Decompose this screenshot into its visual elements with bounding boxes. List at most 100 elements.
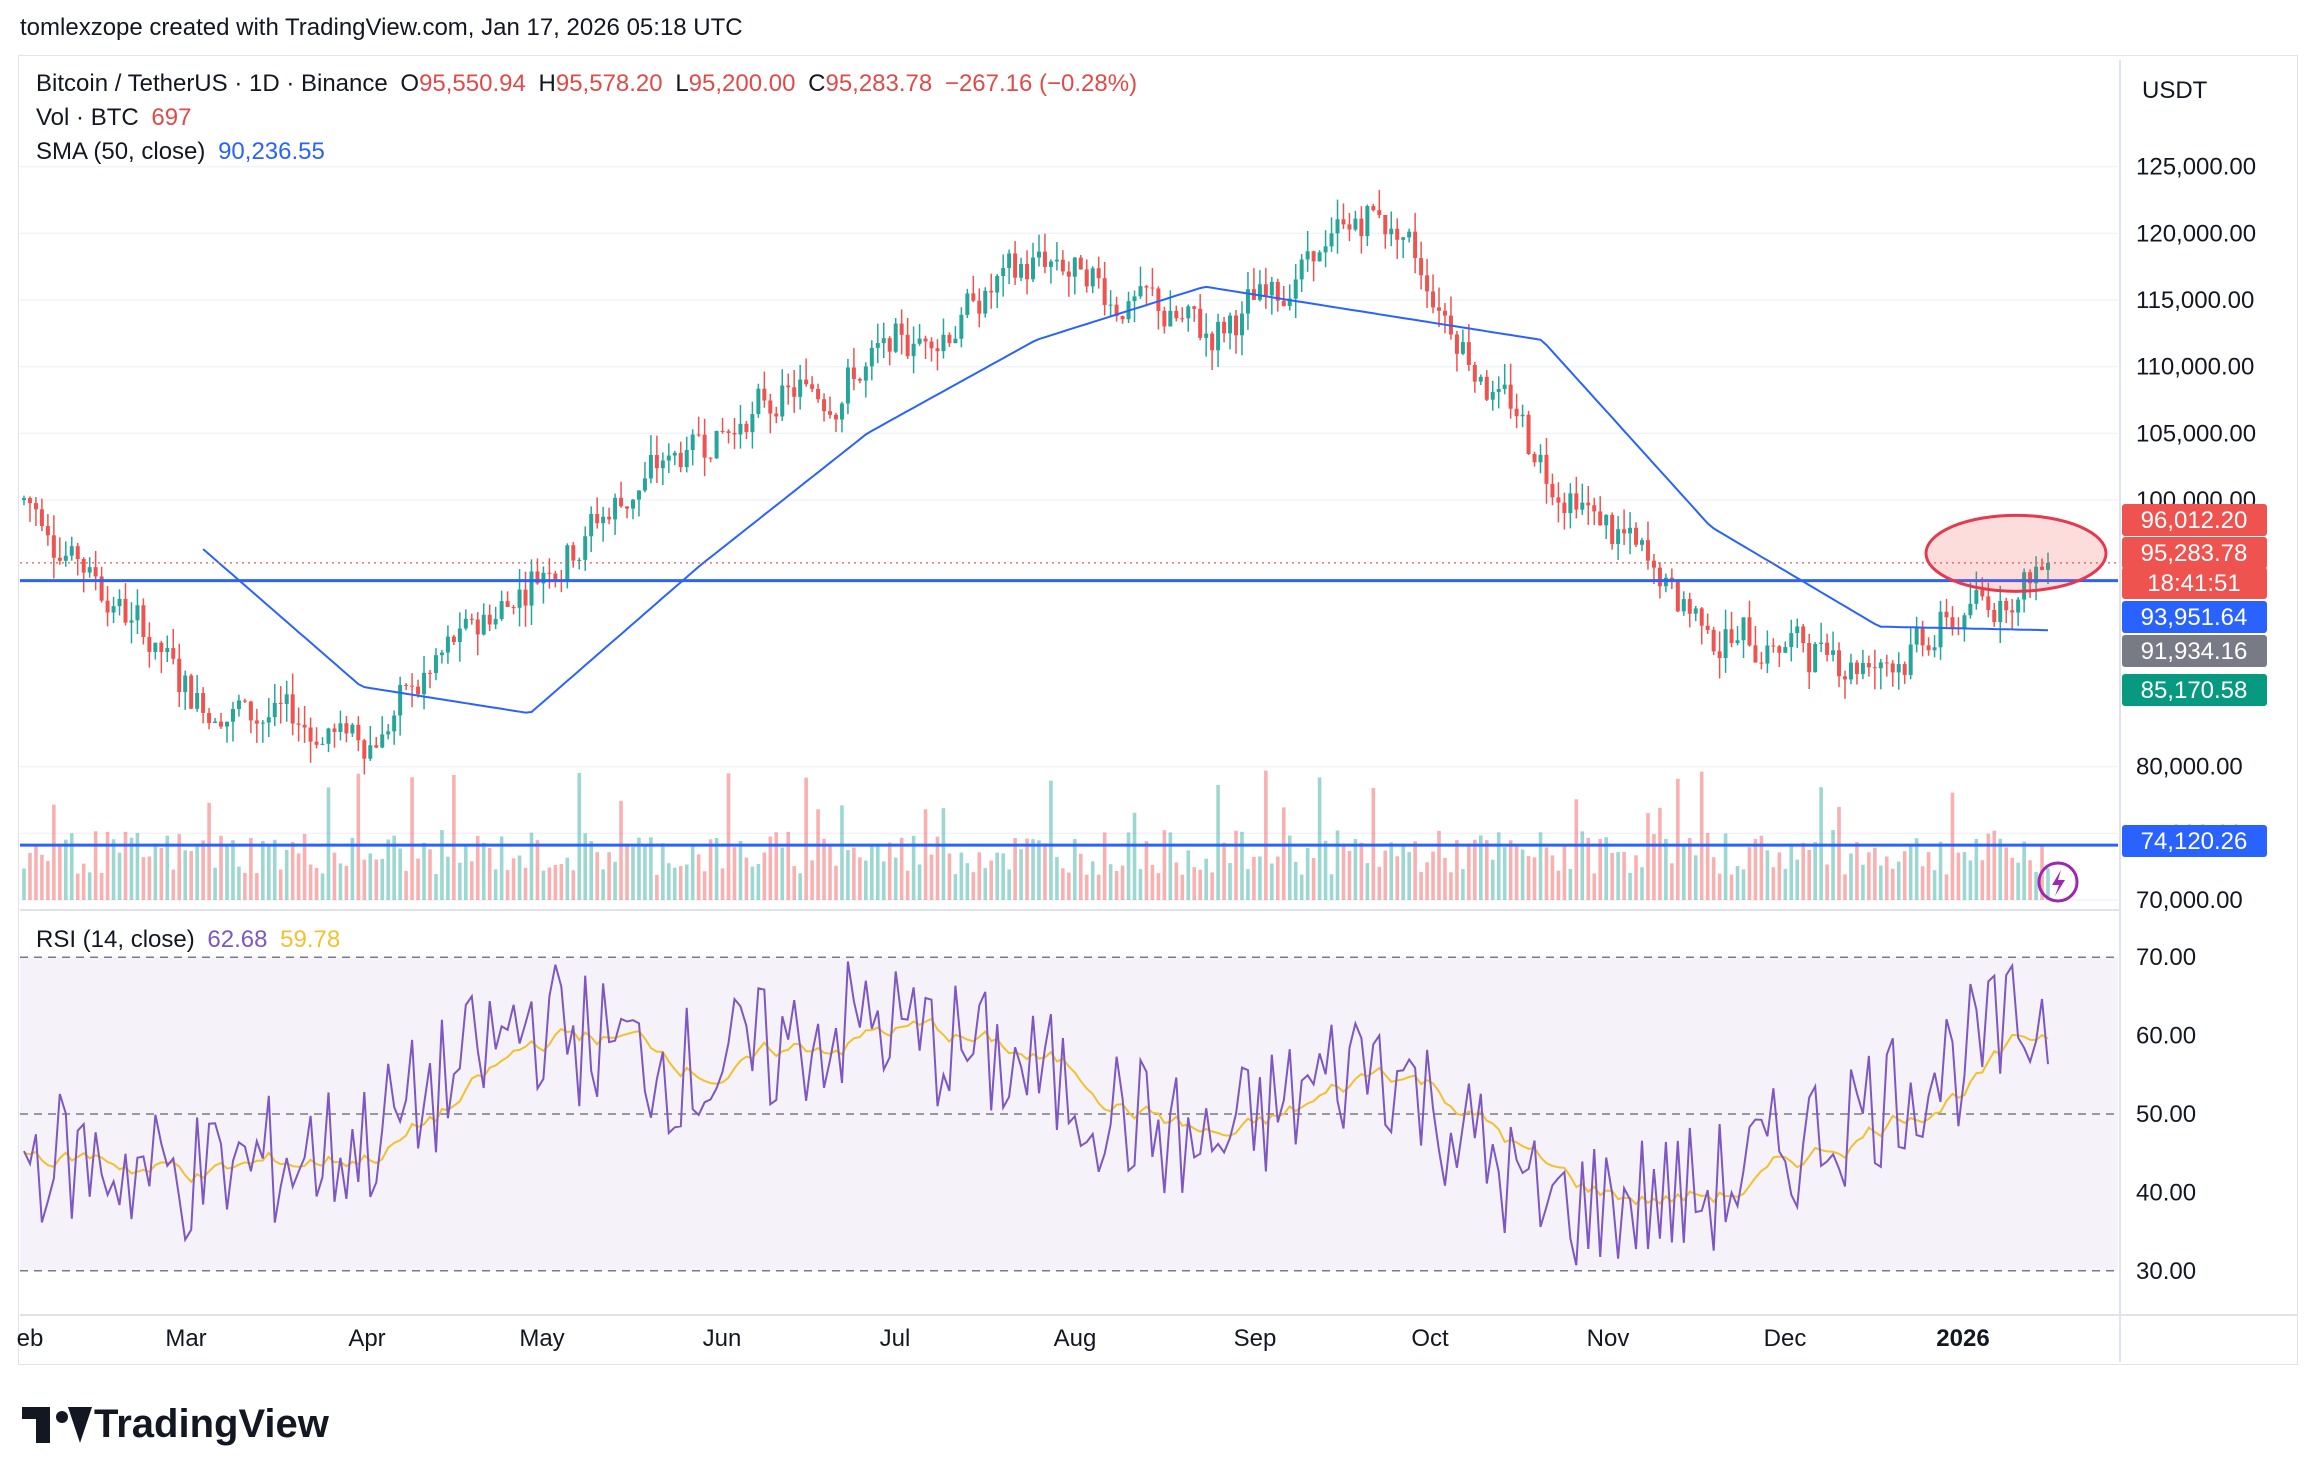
volume-bar [1789,845,1794,900]
volume-bar [1377,866,1382,900]
price-tick-label: 125,000.00 [2136,154,2256,181]
volume-bar [1049,780,1053,900]
volume-bar [864,860,868,900]
candle [1269,281,1274,296]
candle [1466,342,1471,365]
time-axis-label: Jun [703,1325,742,1352]
volume-bar [1640,867,1644,900]
candle [1395,228,1400,240]
volume-bar [1586,837,1591,900]
candle [254,720,259,724]
volume-bar [368,853,373,900]
candle [1860,663,1865,675]
candle [1239,313,1244,336]
volume-bar [1580,831,1585,900]
volume-bar [589,841,593,900]
candle [350,724,355,734]
candle [344,723,349,734]
rsi-legend[interactable]: RSI (14, close) 62.68 59.78 [36,926,346,954]
candle [601,516,606,524]
volume-bar [523,867,528,900]
volume-bar [469,861,474,900]
volume-bar [344,865,349,900]
volume-bar [272,839,277,900]
candle [505,601,510,607]
candle [1717,651,1722,659]
volume-legend[interactable]: Vol · BTC 697 [36,104,197,132]
tradingview-brand: TradingView [94,1402,329,1446]
volume-bar [1258,856,1262,900]
volume-bar [816,809,820,900]
candle [1908,644,1913,675]
volume-bar [505,870,510,900]
candle [798,379,803,397]
price-axis-label-box [2122,674,2267,706]
candle [1377,210,1382,216]
candle [1753,645,1758,663]
candle [296,723,301,725]
volume-bar [577,772,582,900]
volume-bar [935,836,940,900]
candle [636,490,641,500]
volume-bar [1920,866,1925,900]
tradingview-logo-icon [22,1406,92,1443]
candle [2034,566,2039,584]
volume-bar [2004,847,2009,900]
candle [1347,224,1352,230]
volume-bar [732,847,737,900]
symbol-name[interactable]: Bitcoin / TetherUS · 1D · Binance [36,70,388,97]
volume-bar [1956,852,1961,900]
candle [1001,267,1006,277]
sma-legend[interactable]: SMA (50, close) 90,236.55 [36,138,331,166]
candle [1180,318,1185,320]
candle [684,450,689,468]
volume-bar [941,808,946,900]
candle [1831,650,1836,655]
volume-bar [464,844,468,900]
volume-bar [547,867,552,900]
volume-bar [1777,852,1782,900]
tradingview-logo[interactable]: TradingView [22,1402,329,1447]
candle [1478,376,1483,382]
sma-value: 90,236.55 [218,138,325,165]
rsi-tick-label: 60.00 [2136,1023,2196,1050]
volume-bar [1867,852,1871,900]
volume-bar [1240,831,1244,900]
candle [553,573,558,581]
candle [290,694,295,724]
volume-bar [1234,830,1238,900]
candle [2022,572,2027,600]
open-value: 95,550.94 [419,70,526,97]
volume-bar [840,805,844,900]
volume-bar [1061,868,1065,900]
candle [1681,599,1686,612]
candle [1837,650,1842,677]
sma-line [202,285,2049,714]
volume-bar [1120,865,1125,900]
volume-bar [1007,869,1011,900]
volume-bar [1664,838,1668,900]
candle [917,338,922,344]
volume-bar [1341,844,1346,900]
volume-bar [99,872,104,900]
volume-bar [1914,838,1919,900]
candle [39,509,44,527]
open-label: O [400,70,420,97]
candle [487,614,492,625]
candle [1383,215,1388,235]
candle [923,338,928,342]
close-value: 95,283.78 [825,70,933,97]
candle [1735,640,1740,644]
volume-bar [1073,838,1077,900]
candle [1634,527,1639,545]
candle [547,572,552,574]
candle [1281,300,1286,307]
volume-bar [28,852,32,900]
candle [380,734,385,748]
volume-bar [786,831,791,900]
volume-bar [714,838,719,900]
candle [1795,626,1800,634]
candle [977,300,982,314]
volume-bar [625,843,629,900]
